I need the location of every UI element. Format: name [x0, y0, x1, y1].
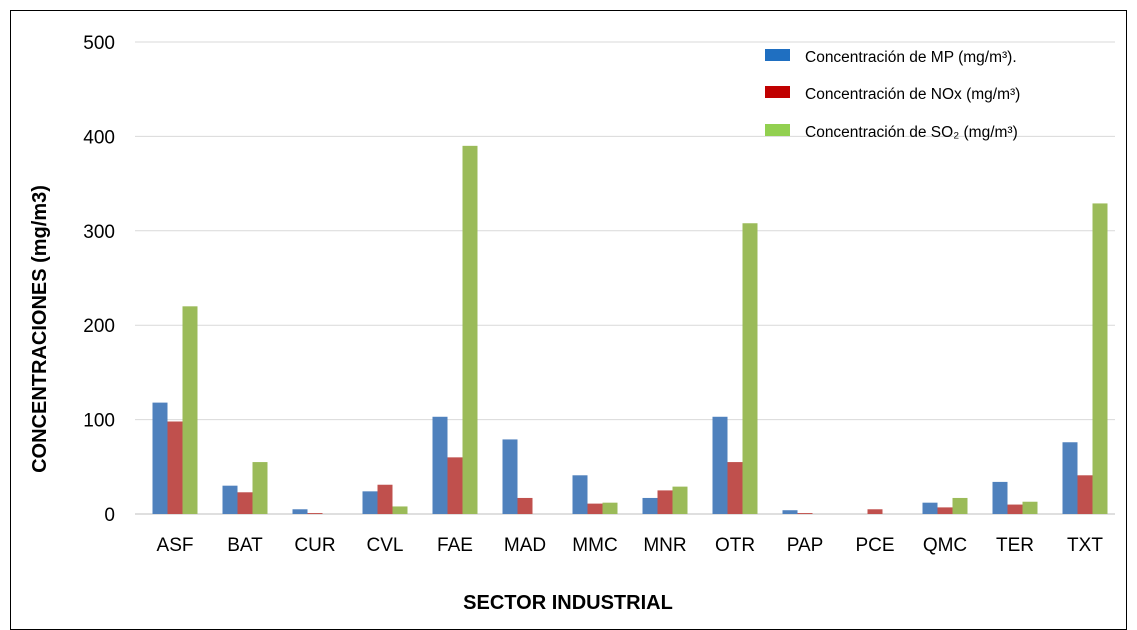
bar [672, 486, 688, 514]
bar [307, 513, 323, 514]
x-tick-label: PCE [855, 535, 894, 556]
gridlines [135, 41, 1115, 515]
x-axis-title: SECTOR INDUSTRIAL [463, 592, 673, 614]
x-tick-label: TXT [1067, 535, 1103, 556]
bar [952, 497, 968, 514]
bar [362, 491, 378, 514]
x-tick-label: OTR [715, 535, 755, 556]
y-tick-label: 200 [83, 316, 115, 337]
legend: Concentración de MP (mg/m³). Concentració… [765, 49, 1020, 141]
y-tick-label: 500 [83, 33, 115, 54]
bar [797, 513, 813, 514]
bar [742, 223, 758, 515]
bar [657, 490, 673, 514]
legend-entry-label: Concentración de MP (mg/m³). [805, 49, 1017, 66]
bar [237, 492, 253, 514]
bar [922, 502, 938, 514]
x-tick-label: FAE [437, 535, 473, 556]
bars [152, 145, 1108, 515]
x-tick-label: ASF [157, 535, 194, 556]
bar [502, 439, 518, 514]
legend-swatch [765, 124, 790, 136]
y-tick-label: 100 [83, 411, 115, 432]
bar [572, 475, 588, 514]
bar [992, 481, 1008, 514]
y-tick-labels: 0 100 200 300 400 500 [83, 33, 115, 526]
legend-entry-label: Concentración de SO₂ (mg/m³) [805, 124, 1018, 141]
bar [377, 484, 393, 514]
bar [1092, 203, 1108, 514]
x-tick-label: CVL [367, 535, 404, 556]
bar [222, 485, 238, 514]
bar [447, 457, 463, 514]
y-axis-title: CONCENTRACIONES (mg/m3) [29, 185, 51, 473]
legend-swatch [765, 49, 790, 61]
x-tick-label: CUR [294, 535, 335, 556]
legend-entry-label: Concentración de NOx (mg/m³) [805, 86, 1020, 103]
bar [462, 145, 478, 514]
bar [1007, 504, 1023, 514]
bar [292, 509, 308, 514]
y-tick-label: 0 [104, 505, 115, 526]
x-tick-label: TER [996, 535, 1034, 556]
bar [937, 507, 953, 514]
bar [782, 510, 798, 514]
bar [712, 416, 728, 514]
x-tick-label: MAD [504, 535, 546, 556]
bar [1077, 475, 1093, 514]
bar [587, 503, 603, 514]
bar [517, 497, 533, 514]
y-tick-label: 300 [83, 222, 115, 243]
bar [432, 416, 448, 514]
x-tick-label: BAT [227, 535, 263, 556]
bar [152, 402, 168, 514]
bar [1062, 442, 1078, 514]
x-tick-label: QMC [923, 535, 967, 556]
bar [642, 497, 658, 514]
bar [727, 462, 743, 514]
bar [392, 506, 408, 514]
y-tick-label: 400 [83, 127, 115, 148]
x-tick-label: MMC [572, 535, 617, 556]
bar [1022, 501, 1038, 514]
x-tick-labels: ASF BAT CUR CVL FAE MAD MMC MNR OTR PAP PCE QMC TER T… [157, 535, 1104, 556]
bar [182, 306, 198, 514]
x-tick-label: MNR [643, 535, 686, 556]
bar [867, 509, 883, 514]
bar [602, 502, 618, 514]
bar [252, 462, 268, 514]
bar [167, 421, 183, 514]
legend-swatch [765, 86, 790, 98]
x-tick-label: PAP [787, 535, 824, 556]
